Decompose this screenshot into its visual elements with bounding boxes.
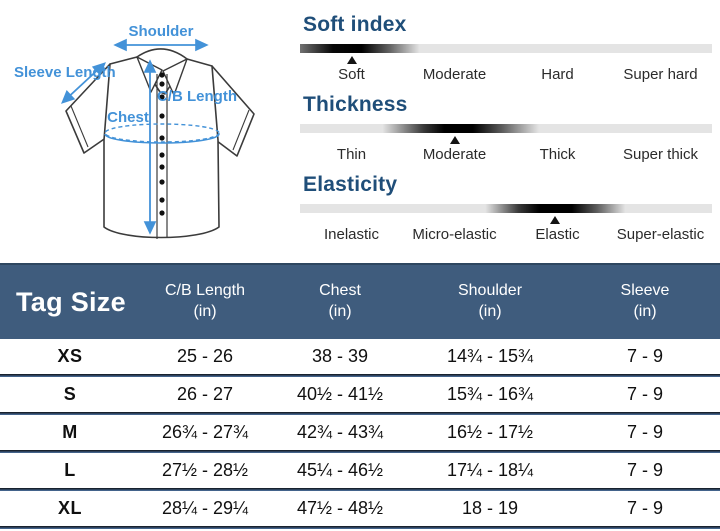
column-header-shoulder: Shoulder (in) bbox=[457, 282, 523, 320]
triangle-marker-icon bbox=[346, 56, 357, 64]
chest-value: 38 - 39 bbox=[311, 346, 369, 366]
gradient-blob bbox=[300, 204, 712, 213]
table-row-m: M 26¾ - 27¾ 42¾ - 43¾ 16½ - 17½ 7 - 9 bbox=[0, 415, 720, 450]
cb-length-label: C/B Length bbox=[157, 88, 237, 105]
scale-soft-index: Soft index Soft Moderate Hard Super hard bbox=[300, 13, 712, 83]
row-divider bbox=[0, 526, 720, 529]
scale-label: Super thick bbox=[622, 146, 699, 163]
cb-length-value: 28¼ - 29¼ bbox=[161, 498, 249, 518]
cb-length-value: 27½ - 28½ bbox=[161, 460, 249, 480]
sleeve-value: 7 - 9 bbox=[626, 346, 664, 366]
row-divider bbox=[0, 374, 720, 377]
scale-thickness: Thickness Thin Moderate Thick Super thic… bbox=[300, 93, 712, 163]
shoulder-label: Shoulder bbox=[128, 23, 193, 40]
shirt-buttons bbox=[159, 72, 165, 216]
chest-ellipse bbox=[104, 123, 220, 143]
scale-label: Super hard bbox=[623, 66, 698, 83]
shoulder-value: 18 - 19 bbox=[461, 498, 519, 518]
chest-value: 47½ - 48½ bbox=[296, 498, 384, 518]
chest-value: 45¼ - 46½ bbox=[296, 460, 384, 480]
sleeve-value: 7 - 9 bbox=[626, 384, 664, 404]
scale-labels: Soft Moderate Hard Super hard bbox=[300, 66, 712, 83]
table-row-s: S 26 - 27 40½ - 41½ 15¾ - 16¾ 7 - 9 bbox=[0, 377, 720, 412]
gradient-bar bbox=[300, 44, 712, 64]
top-section: Shoulder Sleeve Length C/B Length Chest … bbox=[0, 0, 720, 260]
shirt-measurement-diagram: Shoulder Sleeve Length C/B Length Chest bbox=[0, 0, 298, 259]
table-corner-label: Tag Size bbox=[16, 286, 126, 317]
shoulder-value: 17¼ - 18¼ bbox=[446, 460, 534, 480]
size-label: XS bbox=[57, 346, 83, 366]
shoulder-value: 14¾ - 15¾ bbox=[446, 346, 534, 366]
scale-label: Elastic bbox=[535, 226, 580, 243]
table-row-xs: XS 25 - 26 38 - 39 14¾ - 15¾ 7 - 9 bbox=[0, 339, 720, 374]
table-row-xl: XL 28¼ - 29¼ 47½ - 48½ 18 - 19 7 - 9 bbox=[0, 491, 720, 526]
column-header-sleeve: Sleeve (in) bbox=[620, 282, 670, 320]
table-row-l: L 27½ - 28½ 45¼ - 46½ 17¼ - 18¼ 7 - 9 bbox=[0, 453, 720, 488]
scale-label: Moderate bbox=[422, 146, 487, 163]
size-table: Tag Size C/B Length (in) Chest (in) Shou… bbox=[0, 263, 720, 529]
chest-ellipse-bottom-arc bbox=[104, 133, 220, 144]
size-label: L bbox=[64, 460, 76, 480]
scale-elasticity: Elasticity Inelastic Micro-elastic Elast… bbox=[300, 173, 712, 243]
scale-label: Thick bbox=[539, 146, 576, 163]
triangle-marker-icon bbox=[449, 136, 460, 144]
gradient-bar bbox=[300, 204, 712, 224]
cb-length-value: 25 - 26 bbox=[176, 346, 234, 366]
chest-value: 42¾ - 43¾ bbox=[296, 422, 384, 442]
row-divider bbox=[0, 412, 720, 415]
sleeve-length-arrow bbox=[61, 62, 106, 104]
triangle-marker-icon bbox=[550, 216, 561, 224]
scale-label: Micro-elastic bbox=[412, 226, 497, 243]
cb-length-value: 26 - 27 bbox=[176, 384, 234, 404]
shoulder-value: 15¾ - 16¾ bbox=[446, 384, 534, 404]
row-divider bbox=[0, 488, 720, 491]
sleeve-value: 7 - 9 bbox=[626, 460, 664, 480]
attribute-scales: Soft index Soft Moderate Hard Super hard… bbox=[298, 0, 720, 260]
gradient-bar bbox=[300, 124, 712, 144]
shirt-diagram-svg: Shoulder Sleeve Length C/B Length Chest bbox=[14, 23, 255, 239]
column-header-cb-length: C/B Length (in) bbox=[164, 282, 246, 320]
gradient-blob bbox=[300, 44, 712, 53]
size-label: S bbox=[63, 384, 77, 404]
scale-labels: Thin Moderate Thick Super thick bbox=[300, 146, 712, 163]
scale-title: Elasticity bbox=[303, 173, 398, 196]
sleeve-value: 7 - 9 bbox=[626, 498, 664, 518]
scale-label: Super-elastic bbox=[616, 226, 705, 243]
row-divider bbox=[0, 450, 720, 453]
column-header-chest: Chest (in) bbox=[319, 282, 361, 320]
scale-title: Thickness bbox=[303, 93, 408, 116]
sleeve-value: 7 - 9 bbox=[626, 422, 664, 442]
scale-label: Thin bbox=[336, 146, 367, 163]
scale-label: Hard bbox=[541, 66, 574, 83]
sleeve-length-label: Sleeve Length bbox=[14, 64, 116, 81]
table-header-row: Tag Size C/B Length (in) Chest (in) Shou… bbox=[0, 263, 720, 339]
scale-label: Soft bbox=[338, 66, 365, 83]
scale-labels: Inelastic Micro-elastic Elastic Super-el… bbox=[300, 226, 712, 243]
scale-title: Soft index bbox=[303, 13, 407, 36]
shoulder-value: 16½ - 17½ bbox=[446, 422, 534, 442]
scale-label: Moderate bbox=[422, 66, 487, 83]
chest-label: Chest bbox=[107, 109, 149, 126]
size-label: M bbox=[62, 422, 78, 442]
size-label: XL bbox=[57, 498, 82, 518]
cb-length-value: 26¾ - 27¾ bbox=[161, 422, 249, 442]
gradient-blob bbox=[300, 124, 712, 133]
scale-label: Inelastic bbox=[323, 226, 380, 243]
chest-value: 40½ - 41½ bbox=[296, 384, 384, 404]
